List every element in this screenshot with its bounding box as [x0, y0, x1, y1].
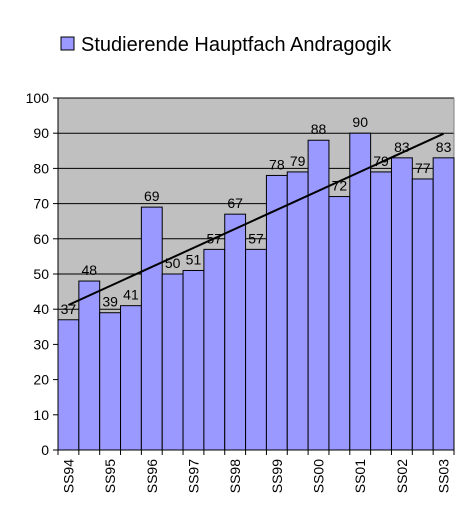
- y-tick-label-60: 60: [33, 231, 49, 247]
- axes: [53, 97, 455, 455]
- bar-WS97: [203, 248, 226, 451]
- y-tick-label-100: 100: [26, 90, 50, 106]
- bar-SS99: [265, 174, 288, 451]
- legend-label: Studierende Hauptfach Andragogik: [81, 34, 392, 56]
- bar-SS98: [224, 213, 247, 451]
- data-label-SS97: 51: [186, 251, 202, 267]
- data-label-SS01: 90: [352, 114, 368, 130]
- x-tick-label-SS03: SS03: [436, 459, 452, 493]
- data-label-WS95: 41: [123, 287, 139, 303]
- data-label-SS03: 83: [436, 139, 452, 155]
- data-label-WS99: 79: [290, 153, 306, 169]
- bar-SS94: [57, 319, 80, 451]
- bar-WS98: [245, 248, 267, 451]
- bar-SS01: [349, 132, 372, 451]
- trendline-linear: [68, 132, 444, 306]
- x-tick-label-SS94: SS94: [60, 459, 76, 493]
- data-label-SS95: 39: [102, 294, 118, 310]
- x-tick-label-SS96: SS96: [144, 459, 160, 493]
- x-tick-label-SS99: SS99: [269, 459, 285, 493]
- trendline: [68, 132, 444, 306]
- data-label-WS02: 77: [415, 160, 431, 176]
- x-tick-label-SS01: SS01: [352, 459, 368, 493]
- y-tick-label-90: 90: [33, 125, 49, 141]
- y-tick-label-70: 70: [33, 196, 49, 212]
- bar-WS96: [161, 273, 184, 451]
- data-label-WS00: 72: [332, 178, 348, 194]
- data-label-WS98: 57: [248, 230, 264, 246]
- bar-SS02: [390, 157, 413, 451]
- data-label-WS96: 50: [165, 255, 181, 271]
- y-tick-labels: 0 10 20 30 40 50 60 70 80 90 100: [26, 90, 50, 458]
- y-tick-label-30: 30: [33, 336, 49, 352]
- data-label-SS94: 37: [61, 301, 77, 317]
- data-label-WS94: 48: [81, 262, 97, 278]
- x-tick-label-SS97: SS97: [185, 459, 201, 493]
- bar-WS99: [286, 171, 309, 451]
- data-label-SS02: 83: [394, 139, 410, 155]
- y-tick-label-10: 10: [33, 407, 49, 423]
- data-label-SS98: 67: [227, 195, 243, 211]
- y-tick-label-20: 20: [33, 372, 49, 388]
- legend-swatch: [60, 36, 75, 51]
- x-tick-label-SS02: SS02: [394, 459, 410, 493]
- data-label-WS01: 79: [373, 153, 389, 169]
- bar-WS94: [78, 280, 101, 451]
- legend: Studierende Hauptfach Andragogik: [60, 34, 392, 56]
- data-label-SS99: 78: [269, 156, 285, 172]
- bar-SS03: [432, 157, 455, 451]
- bar-WS00: [328, 196, 351, 451]
- bar-WS01: [370, 171, 392, 451]
- bar-SS96: [140, 206, 163, 451]
- x-tick-label-SS00: SS00: [311, 459, 327, 493]
- x-tick-labels: SS94 SS95 SS96 SS97 SS98 SS99 SS00 SS01 SS02 SS03: [60, 459, 451, 493]
- bar-WS95: [120, 305, 142, 451]
- y-tick-label-0: 0: [41, 442, 49, 458]
- data-label-WS97: 57: [207, 230, 223, 246]
- data-label-SS96: 69: [144, 188, 160, 204]
- y-tick-label-80: 80: [33, 160, 49, 176]
- data-labels: 37 48 39 41 69 50 51 57 67 57 78 79 88 72 90 79 83 77 83: [61, 114, 452, 317]
- bar-WS02: [411, 178, 434, 451]
- bar-SS97: [182, 269, 205, 451]
- bar-SS95: [99, 312, 122, 451]
- y-tick-label-40: 40: [33, 301, 49, 317]
- y-tick-label-50: 50: [33, 266, 49, 282]
- x-tick-label-SS98: SS98: [227, 459, 243, 493]
- data-label-SS00: 88: [311, 121, 327, 137]
- x-tick-label-SS95: SS95: [102, 459, 118, 493]
